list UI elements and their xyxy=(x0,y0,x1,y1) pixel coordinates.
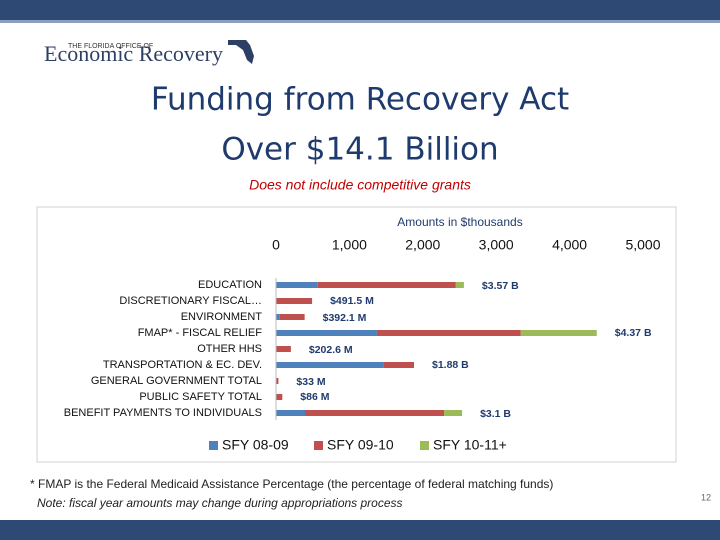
legend-swatch xyxy=(420,441,429,450)
category-label: OTHER HHS xyxy=(197,343,262,355)
bar-segment xyxy=(376,330,521,336)
bar-annotation: $33 M xyxy=(296,376,325,388)
category-label: ENVIRONMENT xyxy=(181,311,263,323)
x-tick-label: 1,000 xyxy=(332,237,367,253)
category-label: PUBLIC SAFETY TOTAL xyxy=(139,391,262,403)
chart: Amounts in $thousands 0 1,000 2,000 3,000 4,0… xyxy=(64,215,661,453)
page-number: 12 xyxy=(701,492,711,502)
bar-segment xyxy=(520,330,597,336)
bar-annotation: $1.88 B xyxy=(432,359,469,371)
bar-annotation: $4.37 B xyxy=(615,327,652,339)
logo-map xyxy=(228,40,254,64)
bar-segment xyxy=(276,410,305,416)
x-tick-label: 3,000 xyxy=(479,237,514,253)
subtitle: Over $14.1 Billion xyxy=(221,132,498,168)
category-label: GENERAL GOVERNMENT TOTAL xyxy=(91,375,262,387)
top-bar xyxy=(0,0,720,20)
bar-segment xyxy=(276,378,279,384)
title: Funding from Recovery Act xyxy=(151,82,569,118)
bar-annotation: $491.5 M xyxy=(330,295,374,307)
legend-label: SFY 08-09 xyxy=(222,437,289,453)
bar-segment xyxy=(444,410,463,416)
logo-small: THE FLORIDA OFFICE OF xyxy=(68,43,153,50)
logo-main: Economic Recovery xyxy=(44,41,223,66)
x-tick-label: 4,000 xyxy=(552,237,587,253)
bar-segment xyxy=(276,330,377,336)
category-label: DISCRETIONARY FISCAL… xyxy=(119,295,262,307)
bar-segment xyxy=(279,314,305,320)
bar-segment xyxy=(383,362,414,368)
bar-segment xyxy=(276,298,313,304)
axis-title: Amounts in $thousands xyxy=(397,215,522,229)
bar-segment xyxy=(276,282,318,288)
bar-segment xyxy=(317,282,456,288)
top-rule xyxy=(0,20,720,23)
x-tick-label: 2,000 xyxy=(405,237,440,253)
bar-annotation: $3.57 B xyxy=(482,280,519,292)
note-red: Does not include competitive grants xyxy=(249,177,471,193)
category-label: EDUCATION xyxy=(198,279,262,291)
footnote: * FMAP is the Federal Medicaid Assistanc… xyxy=(30,477,553,491)
bar-segment xyxy=(276,394,283,400)
bar-segment xyxy=(455,282,464,288)
bar-annotation: $202.6 M xyxy=(309,344,353,356)
legend-label: SFY 09-10 xyxy=(327,437,394,453)
category-label: TRANSPORTATION & EC. DEV. xyxy=(103,359,262,371)
bar-segment xyxy=(276,314,280,320)
note: Note: fiscal year amounts may change dur… xyxy=(37,496,403,510)
legend-swatch xyxy=(314,441,323,450)
x-tick-label: 0 xyxy=(272,237,280,253)
bar-segment xyxy=(276,362,384,368)
bottom-bar xyxy=(0,520,720,540)
legend-swatch xyxy=(209,441,218,450)
category-label: FMAP* - FISCAL RELIEF xyxy=(138,327,263,339)
bar-annotation: $392.1 M xyxy=(323,312,367,324)
bar-segment xyxy=(276,346,291,352)
bar-annotation: $3.1 B xyxy=(480,408,511,420)
category-label: BENEFIT PAYMENTS TO INDIVIDUALS xyxy=(64,407,262,419)
x-tick-label: 5,000 xyxy=(625,237,660,253)
bar-segment xyxy=(304,410,445,416)
bar-annotation: $86 M xyxy=(300,391,329,403)
legend-label: SFY 10-11+ xyxy=(433,437,507,453)
